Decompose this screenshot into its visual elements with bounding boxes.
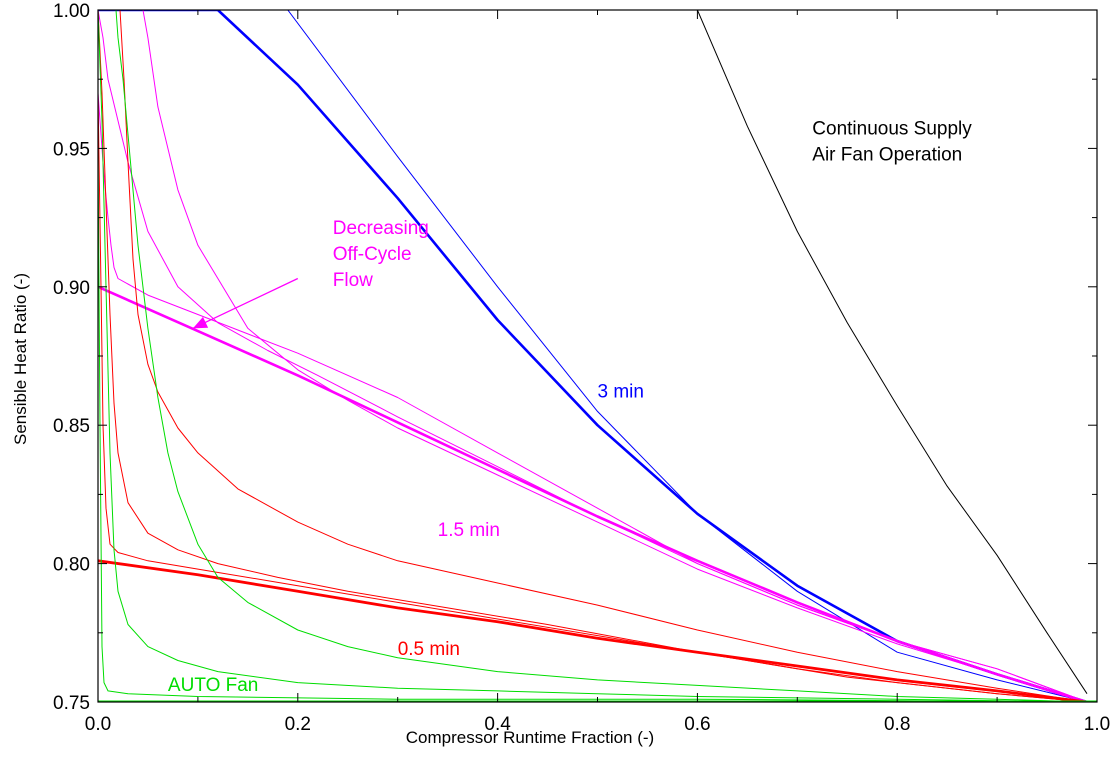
series-line-auto-b [98, 10, 1088, 702]
x-tick-label: 0.4 [484, 714, 511, 735]
y-tick-label: 0.80 [53, 555, 90, 576]
series-line-min3-thin [98, 10, 1088, 702]
x-tick-label: 0.6 [684, 714, 710, 735]
y-tick-label: 0.75 [53, 693, 90, 714]
arrow-head [192, 316, 209, 329]
ticks-layer: 0.0 0.2 0.4 0.6 0.8 1.0 0.75 0.80 0.85 0.90 0.95 1.… [53, 1, 1110, 735]
series-layer [98, 10, 1097, 702]
annotations-layer: Continuous Supply Air Fan Operation Decrea… [168, 119, 972, 696]
annotation-continuous: Air Fan Operation [812, 145, 962, 166]
annotation-min05: 0.5 min [398, 639, 460, 660]
series-line-min15-thick [98, 285, 1088, 702]
annotation-decreasing: Flow [333, 270, 373, 291]
x-tick-label: 0.0 [85, 714, 111, 735]
y-tick-label: 0.90 [53, 278, 90, 299]
y-axis-title: Sensible Heat Ratio (-) [11, 273, 30, 445]
series-line-min15-thin-b [98, 10, 1088, 702]
x-axis-title: Compressor Runtime Fraction (-) [406, 728, 654, 747]
series-line-min15-thin-c [142, 10, 1088, 702]
arrow-shaft [192, 277, 299, 329]
annotation-min15: 1.5 min [438, 520, 500, 541]
series-line-continuous [696, 10, 1088, 694]
x-tick-label: 1.0 [1084, 714, 1110, 735]
y-tick-label: 0.85 [53, 416, 90, 437]
annotation-auto: AUTO Fan [168, 675, 258, 696]
plot-frame [97, 9, 1098, 703]
annotation-decreasing: Off-Cycle [333, 244, 412, 265]
y-tick-label: 1.00 [53, 1, 90, 22]
y-tick-label: 0.95 [53, 139, 90, 160]
series-line-min05-thick [98, 559, 1088, 702]
x-tick-label: 0.8 [884, 714, 910, 735]
annotation-decreasing: Decreasing [333, 218, 429, 239]
series-line-min05-thin-c [119, 10, 1088, 702]
annotation-continuous: Continuous Supply [812, 119, 972, 140]
series-line-auto-a [98, 148, 1088, 702]
annotation-min3: 3 min [598, 382, 644, 403]
series-line-min15-thin-a [98, 92, 1088, 702]
series-line-min05-thin-b [98, 10, 1088, 702]
series-line-min3-thick [98, 10, 1088, 702]
x-tick-label: 0.2 [285, 714, 311, 735]
series-line-min05-thin-a [98, 92, 1088, 702]
series-line-auto-c [115, 10, 1088, 702]
